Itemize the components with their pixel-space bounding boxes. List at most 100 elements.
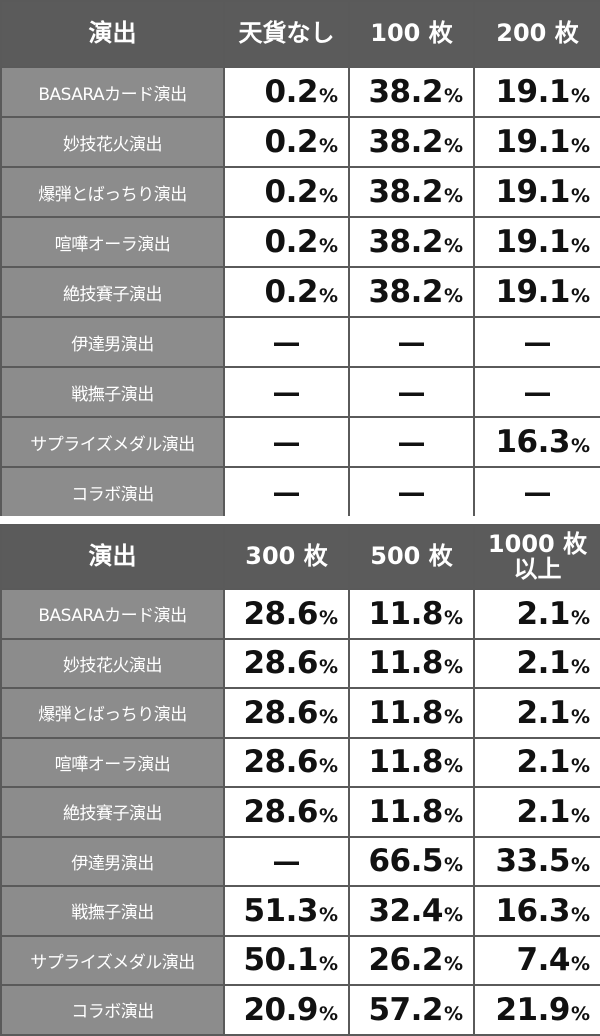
percent-sign: % <box>570 903 590 926</box>
percent-sign: % <box>570 705 590 728</box>
percent-sign: % <box>443 903 463 926</box>
percent-sign: % <box>318 953 338 976</box>
table-row: 爆弾とばっちり演出 28.6% 11.8% 2.1% <box>0 687 600 739</box>
value-cell: 16.3% <box>473 885 600 937</box>
table-row: コラボ演出 — — — <box>0 466 600 518</box>
percent-sign: % <box>570 235 590 257</box>
probability-value: 19.1 <box>495 124 570 160</box>
probability-value: 50.1 <box>243 942 318 979</box>
row-label: 伊達男演出 <box>0 316 225 368</box>
value-cell: — <box>348 416 475 468</box>
percent-sign: % <box>318 656 338 679</box>
probability-value: 38.2 <box>368 174 443 210</box>
value-cell: 38.2% <box>348 66 475 118</box>
value-cell: — <box>473 366 600 418</box>
percent-sign: % <box>570 135 590 157</box>
probability-value: 2.1 <box>516 595 571 632</box>
value-cell: 28.6% <box>223 637 350 689</box>
percent-sign: % <box>570 1002 590 1025</box>
table-header-row: 演出 300 枚 500 枚 1000 枚 以上 <box>0 524 600 590</box>
percent-sign: % <box>570 435 590 457</box>
probability-value: 38.2 <box>368 124 443 160</box>
percent-sign: % <box>443 1002 463 1025</box>
probability-value: 21.9 <box>495 991 570 1028</box>
probability-value: 66.5 <box>368 843 443 880</box>
percent-sign: % <box>570 953 590 976</box>
table-row: 喧嘩オーラ演出 0.2% 38.2% 19.1% <box>0 216 600 268</box>
probability-value: 19.1 <box>495 174 570 210</box>
row-label: 妙技花火演出 <box>0 637 225 689</box>
percent-sign: % <box>443 235 463 257</box>
row-label: サプライズメダル演出 <box>0 934 225 986</box>
row-label: 喧嘩オーラ演出 <box>0 736 225 788</box>
column-header-label: 演出 <box>0 0 225 68</box>
probability-value: 32.4 <box>368 892 443 929</box>
table-row: コラボ演出 20.9% 57.2% 21.9% <box>0 984 600 1036</box>
value-cell: — <box>223 316 350 368</box>
probability-value: 33.5 <box>495 843 570 880</box>
value-cell: 2.1% <box>473 588 600 640</box>
value-cell: — <box>223 366 350 418</box>
value-cell: 19.1% <box>473 216 600 268</box>
probability-value: 11.8 <box>368 645 443 682</box>
value-cell: 0.2% <box>223 266 350 318</box>
table-row: 絶技賽子演出 0.2% 38.2% 19.1% <box>0 266 600 318</box>
probability-table-2: 演出 300 枚 500 枚 1000 枚 以上 BASARAカード演出 28.6% 11… <box>0 524 600 1036</box>
value-cell: 38.2% <box>348 166 475 218</box>
value-cell: 51.3% <box>223 885 350 937</box>
value-cell: 28.6% <box>223 588 350 640</box>
column-header-2: 100 枚 <box>348 0 475 68</box>
value-cell: 19.1% <box>473 66 600 118</box>
percent-sign: % <box>443 285 463 307</box>
percent-sign: % <box>570 606 590 629</box>
probability-value: 26.2 <box>368 942 443 979</box>
row-label: コラボ演出 <box>0 984 225 1036</box>
row-label: 戦撫子演出 <box>0 885 225 937</box>
value-cell: 57.2% <box>348 984 475 1036</box>
column-header-3: 1000 枚 以上 <box>473 524 600 590</box>
table-row: サプライズメダル演出 50.1% 26.2% 7.4% <box>0 934 600 986</box>
probability-value: 2.1 <box>516 744 571 781</box>
no-value-dash: — <box>397 325 426 359</box>
probability-value: 0.2 <box>264 274 319 310</box>
percent-sign: % <box>443 804 463 827</box>
percent-sign: % <box>570 854 590 877</box>
value-cell: 20.9% <box>223 984 350 1036</box>
table-row: 戦撫子演出 — — — <box>0 366 600 418</box>
percent-sign: % <box>318 235 338 257</box>
probability-value: 38.2 <box>368 224 443 260</box>
probability-value: 11.8 <box>368 595 443 632</box>
table-row: 喧嘩オーラ演出 28.6% 11.8% 2.1% <box>0 736 600 788</box>
row-label: 喧嘩オーラ演出 <box>0 216 225 268</box>
value-cell: 19.1% <box>473 116 600 168</box>
value-cell: 2.1% <box>473 786 600 838</box>
value-cell: — <box>348 316 475 368</box>
probability-value: 28.6 <box>243 744 318 781</box>
value-cell: 19.1% <box>473 266 600 318</box>
value-cell: 11.8% <box>348 637 475 689</box>
value-cell: 11.8% <box>348 687 475 739</box>
percent-sign: % <box>443 185 463 207</box>
value-cell: 19.1% <box>473 166 600 218</box>
value-cell: — <box>223 466 350 518</box>
value-cell: 7.4% <box>473 934 600 986</box>
no-value-dash: — <box>397 475 426 509</box>
value-cell: 2.1% <box>473 687 600 739</box>
percent-sign: % <box>570 185 590 207</box>
row-label: サプライズメダル演出 <box>0 416 225 468</box>
percent-sign: % <box>318 285 338 307</box>
no-value-dash: — <box>397 375 426 409</box>
value-cell: 0.2% <box>223 216 350 268</box>
value-cell: 2.1% <box>473 736 600 788</box>
value-cell: 33.5% <box>473 835 600 887</box>
probability-value: 0.2 <box>264 124 319 160</box>
row-label: 爆弾とばっちり演出 <box>0 687 225 739</box>
probability-value: 16.3 <box>495 892 570 929</box>
value-cell: — <box>223 416 350 468</box>
value-cell: 0.2% <box>223 116 350 168</box>
row-label: BASARAカード演出 <box>0 66 225 118</box>
no-value-dash: — <box>523 325 552 359</box>
percent-sign: % <box>443 705 463 728</box>
column-header-2: 500 枚 <box>348 524 475 590</box>
percent-sign: % <box>570 285 590 307</box>
